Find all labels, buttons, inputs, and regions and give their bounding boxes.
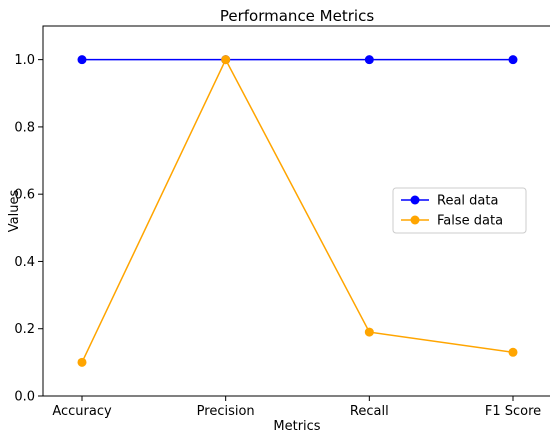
legend-label-1: Real data: [437, 194, 498, 209]
series-1-point: [508, 55, 518, 65]
x-tick-label: Accuracy: [52, 404, 112, 419]
y-tick-label: 0.0: [14, 390, 35, 405]
y-axis: 0.0 0.2 0.4 0.6 0.8 1.0: [14, 53, 43, 405]
x-axis-label: Metrics: [273, 419, 320, 434]
x-tick-label: F1 Score: [485, 404, 541, 419]
series-2-point: [77, 357, 87, 367]
legend-marker-1: [410, 195, 420, 205]
series-2-point: [221, 55, 231, 65]
x-axis: Accuracy Precision Recall F1 Score: [52, 396, 541, 419]
y-tick-label: 0.4: [14, 255, 35, 270]
series-1-point: [77, 55, 87, 65]
x-tick-label: Precision: [197, 404, 255, 419]
plot-frame: [42, 25, 550, 397]
y-tick-label: 0.8: [14, 120, 35, 135]
series-line-2: [81, 57, 514, 363]
x-tick-label: Recall: [350, 404, 389, 419]
series-2-point: [508, 347, 518, 357]
legend-marker-2: [410, 215, 420, 225]
legend: Real data False data: [392, 187, 527, 234]
legend-label-2: False data: [437, 214, 503, 229]
series-layer: [77, 55, 518, 367]
y-axis-label: Values: [7, 190, 22, 233]
y-tick-label: 0.2: [14, 322, 35, 337]
y-tick-label: 0.6: [14, 188, 35, 203]
y-tick-label: 1.0: [14, 53, 35, 68]
series-1-point: [364, 55, 374, 65]
chart-title: Performance Metrics: [220, 7, 374, 25]
series-2-point: [364, 327, 374, 337]
